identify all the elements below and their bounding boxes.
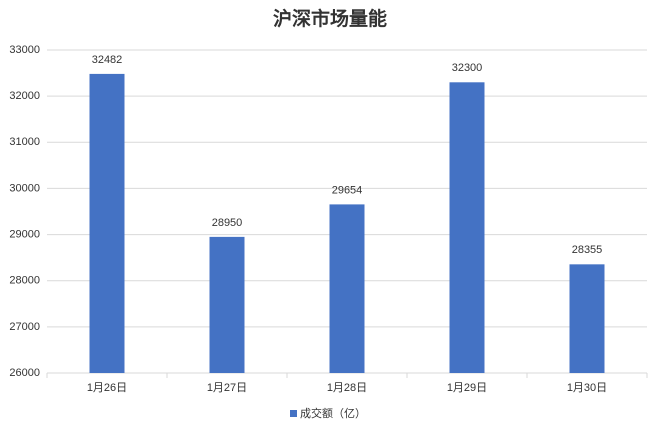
bar	[209, 236, 245, 373]
bar	[449, 82, 485, 374]
y-tick-label: 26000	[9, 367, 40, 379]
chart-title: 沪深市场量能	[273, 7, 387, 30]
bar	[89, 73, 125, 373]
data-label: 32482	[92, 54, 123, 66]
x-tick-label: 1月26日	[87, 382, 127, 394]
x-tick-label: 1月29日	[447, 382, 487, 394]
y-tick-label: 28000	[9, 275, 40, 287]
y-tick-label: 32000	[9, 90, 40, 102]
legend-label: 成交额（亿）	[300, 406, 366, 420]
legend-swatch	[290, 410, 297, 417]
bar	[569, 264, 605, 373]
y-tick-label: 27000	[9, 321, 40, 333]
x-tick-label: 1月27日	[207, 382, 247, 394]
data-label: 28950	[212, 217, 243, 229]
y-tick-label: 29000	[9, 228, 40, 240]
y-tick-label: 33000	[9, 44, 40, 56]
data-label: 32300	[452, 62, 483, 74]
bar	[329, 204, 365, 373]
data-label: 29654	[332, 184, 363, 196]
y-tick-label: 31000	[9, 136, 40, 148]
x-tick-label: 1月28日	[327, 382, 367, 394]
data-label: 28355	[572, 244, 603, 256]
y-tick-label: 30000	[9, 182, 40, 194]
x-tick-label: 1月30日	[567, 382, 607, 394]
